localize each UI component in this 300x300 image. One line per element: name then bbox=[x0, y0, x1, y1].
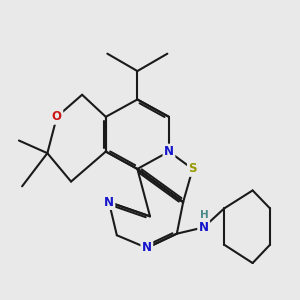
Text: H: H bbox=[200, 210, 209, 220]
Text: N: N bbox=[164, 145, 174, 158]
Text: O: O bbox=[52, 110, 62, 123]
Text: N: N bbox=[142, 242, 152, 254]
Text: S: S bbox=[188, 162, 197, 176]
Text: N: N bbox=[104, 196, 114, 208]
Text: N: N bbox=[199, 221, 209, 234]
